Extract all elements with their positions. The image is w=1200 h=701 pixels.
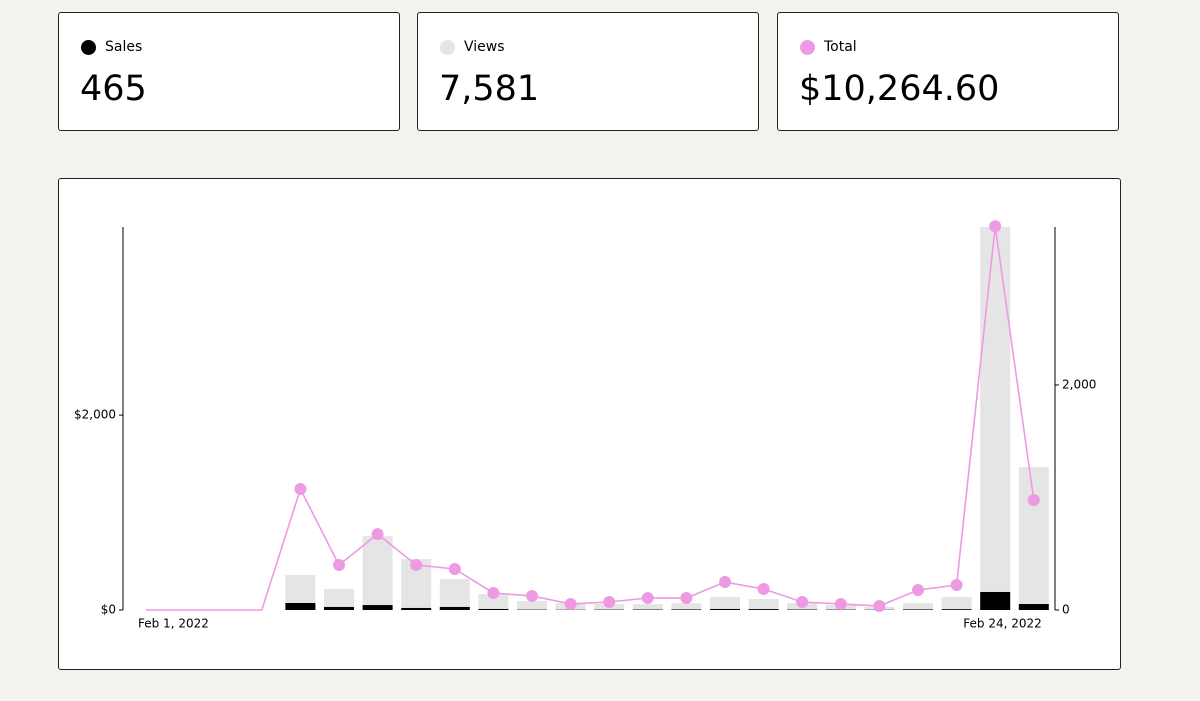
point (410, 558, 423, 571)
point (834, 597, 847, 610)
point (448, 562, 461, 575)
card-label: Sales (81, 39, 142, 55)
bar (324, 606, 354, 610)
card-value: 465 (80, 69, 147, 109)
bar (439, 606, 470, 610)
legend-label: Views (464, 39, 505, 55)
bar (401, 607, 432, 610)
point (1027, 494, 1040, 507)
y2-tick-label: 0 (1062, 603, 1070, 617)
legend-dot (440, 39, 455, 55)
point (564, 597, 577, 610)
bar (517, 600, 547, 610)
bar (671, 603, 702, 610)
point (989, 220, 1002, 233)
point (719, 576, 731, 589)
legend-dot (800, 39, 815, 55)
sales-card: Sales 465 (58, 12, 400, 131)
card-value: $10,264.60 (799, 69, 1000, 109)
point (526, 589, 538, 602)
bar (632, 604, 663, 610)
point (294, 483, 307, 496)
bar (941, 596, 972, 610)
bar (478, 608, 509, 610)
point (757, 583, 770, 596)
bar (980, 227, 1011, 610)
bar (324, 588, 354, 610)
views-card: Views 7,581 (417, 12, 759, 131)
bar (710, 608, 740, 610)
bar (903, 609, 933, 610)
bar (941, 609, 972, 610)
point (333, 558, 345, 571)
legend-dot (81, 39, 96, 55)
point (796, 596, 809, 609)
y-tick-label: $2,000 (74, 408, 116, 422)
bar (980, 591, 1011, 610)
point (641, 592, 654, 605)
bar (748, 609, 779, 610)
y-tick-label: $0 (101, 603, 116, 617)
y2-tick-label: 2,000 (1062, 377, 1096, 391)
point (603, 596, 616, 609)
total-card: Total $10,264.60 (777, 12, 1119, 131)
bar (362, 535, 393, 610)
bar (671, 609, 702, 610)
point (873, 600, 886, 613)
legend-label: Total (824, 39, 857, 55)
card-label: Total (800, 39, 857, 55)
point (912, 584, 924, 597)
bar (362, 605, 393, 610)
point (371, 528, 384, 541)
bar (478, 594, 509, 610)
bar (1018, 466, 1049, 610)
card-label: Views (440, 39, 505, 55)
bar (710, 596, 740, 610)
point (680, 592, 693, 605)
x-tick-label: Feb 1, 2022 (138, 617, 209, 631)
line (146, 226, 1035, 611)
legend-label: Sales (105, 39, 143, 55)
bar (748, 598, 779, 610)
point (487, 587, 500, 600)
bar (285, 603, 316, 610)
bar (903, 603, 933, 610)
card-value: 7,581 (439, 69, 540, 109)
bar (439, 578, 470, 610)
x-tick-label: Feb 24, 2022 (963, 617, 1042, 631)
bar (1018, 604, 1049, 610)
point (950, 579, 963, 592)
chart-card (58, 178, 1121, 670)
